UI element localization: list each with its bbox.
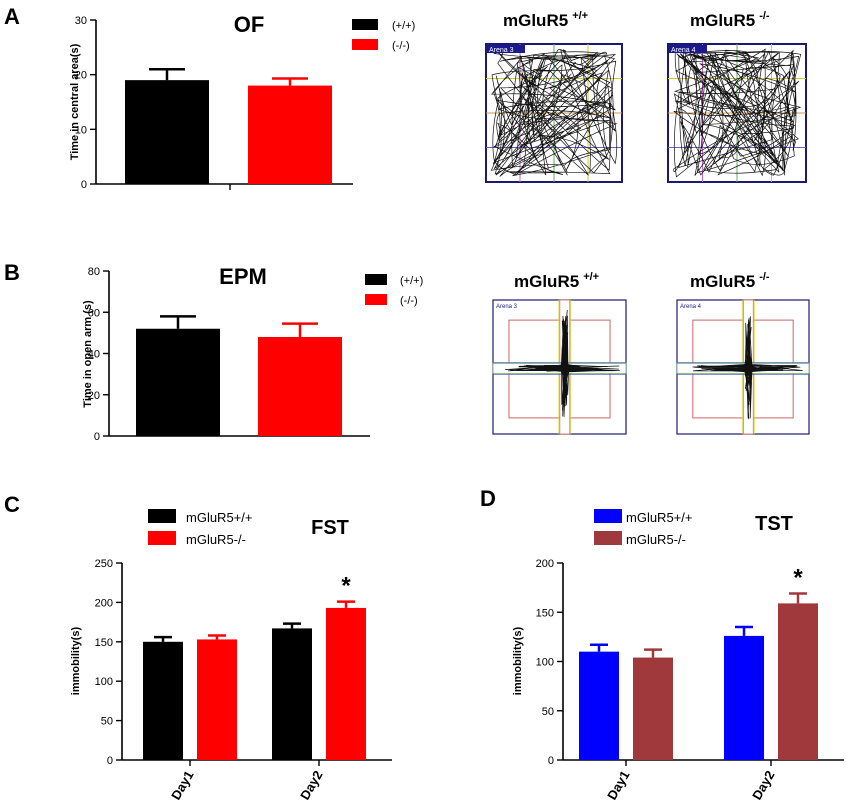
- y-tick-label: 200: [95, 597, 113, 609]
- bar: [197, 639, 237, 760]
- chart-of: OF Time in central area(s) 0 10 20 30 (+/+) (-/…: [69, 12, 415, 191]
- chart-fst: FST immobility(s) 0 50 100 150 200 250 Day1 Day2 *…: [70, 509, 392, 802]
- panel-letter-b: B: [4, 260, 20, 285]
- legend-label: (+/+): [400, 275, 423, 287]
- arena-label-tab: [487, 45, 525, 53]
- y-axis-label: Time in central area(s): [69, 43, 81, 160]
- y-axis-label: immobility(s): [70, 626, 82, 695]
- chart-title: EPM: [219, 264, 267, 289]
- y-tick-label: 0: [94, 431, 100, 443]
- bar: [724, 635, 764, 760]
- chart-title: FST: [311, 517, 349, 539]
- chart-tst: TST immobility(s) 0 50 100 150 200 Day1 Day2 * mGl…: [512, 509, 844, 802]
- legend-swatch: [594, 509, 622, 523]
- significance-star: *: [341, 573, 351, 600]
- y-axis-label: immobility(s): [512, 626, 524, 695]
- arena-a-right-title: mGluR5 -/-: [690, 10, 770, 30]
- chart-title: TST: [755, 513, 793, 535]
- legend-swatch: [352, 39, 378, 50]
- arena-label: Arena 4: [671, 47, 696, 54]
- movement-track: [490, 49, 618, 177]
- bar: [136, 328, 220, 436]
- y-tick-label: 100: [95, 676, 113, 688]
- legend-swatch: [594, 531, 622, 545]
- bar: [778, 603, 818, 760]
- movement-track: [673, 48, 802, 178]
- epm-track-wildtype: Arena 3: [492, 299, 627, 435]
- x-tick-label: Day2: [297, 768, 326, 802]
- y-tick-label: 20: [88, 390, 100, 402]
- y-tick-label: 20: [75, 70, 87, 82]
- bar: [125, 80, 209, 184]
- legend-swatch: [148, 531, 176, 545]
- y-tick-label: 30: [75, 15, 87, 27]
- bar: [258, 337, 342, 436]
- y-tick-label: 150: [95, 637, 113, 649]
- epm-center-cluster: [560, 364, 569, 373]
- y-tick-label: 80: [88, 266, 100, 278]
- legend-swatch: [352, 19, 378, 30]
- panel-letter-d: D: [480, 486, 496, 511]
- arena-label: Arena 4: [680, 304, 702, 310]
- arena-label: Arena 3: [489, 47, 514, 54]
- bar: [143, 641, 183, 760]
- open-field-track-knockout: Arena 4: [667, 43, 807, 183]
- arena-b-right-title: mGluR5 -/-: [690, 271, 770, 291]
- x-tick-label: Day1: [604, 768, 633, 802]
- y-tick-label: 200: [536, 558, 554, 570]
- legend-swatch: [365, 274, 387, 285]
- arena-b-left-title: mGluR5 +/+: [514, 271, 599, 291]
- legend-swatch: [148, 509, 176, 523]
- legend-label: (-/-): [400, 295, 418, 307]
- y-tick-label: 150: [536, 607, 554, 619]
- panel-letter-c: C: [4, 492, 20, 517]
- bar: [272, 628, 312, 760]
- x-tick-label: Day2: [749, 768, 778, 802]
- legend-label: mGluR5-/-: [186, 532, 246, 547]
- open-field-track-wildtype: Arena 3: [485, 43, 623, 183]
- chart-epm: EPM Time in open arm (s) 0 20 40 60 80 (+/+) (-/…: [82, 264, 423, 443]
- y-tick-label: 10: [75, 124, 87, 136]
- y-tick-label: 0: [81, 179, 87, 191]
- y-tick-label: 60: [88, 307, 100, 319]
- legend-swatch: [365, 294, 387, 305]
- significance-star: *: [793, 565, 803, 592]
- legend-label: mGluR5-/-: [626, 532, 686, 547]
- bar: [326, 607, 366, 760]
- legend-label: (+/+): [392, 20, 415, 32]
- y-tick-label: 50: [542, 706, 554, 718]
- y-tick-label: 0: [548, 755, 554, 767]
- bar: [579, 651, 619, 760]
- arena-label: Arena 3: [496, 304, 518, 310]
- y-tick-label: 0: [107, 755, 113, 767]
- legend-label: (-/-): [392, 40, 410, 52]
- epm-center-cluster: [744, 364, 753, 373]
- y-tick-label: 50: [101, 716, 113, 728]
- legend-label: mGluR5+/+: [186, 510, 252, 525]
- y-axis-label: Time in open arm (s): [82, 300, 94, 408]
- bar: [633, 657, 673, 760]
- y-tick-label: 250: [95, 558, 113, 570]
- bar: [248, 85, 332, 184]
- arena-label-tab: [669, 45, 707, 53]
- panel-letter-a: A: [4, 4, 20, 29]
- y-tick-label: 100: [536, 657, 554, 669]
- y-tick-label: 40: [88, 349, 100, 361]
- arena-a-left-title: mGluR5 +/+: [503, 10, 588, 30]
- x-tick-label: Day1: [168, 768, 197, 802]
- chart-title: OF: [234, 12, 265, 37]
- legend-label: mGluR5+/+: [626, 510, 692, 525]
- epm-track-knockout: Arena 4: [676, 299, 810, 435]
